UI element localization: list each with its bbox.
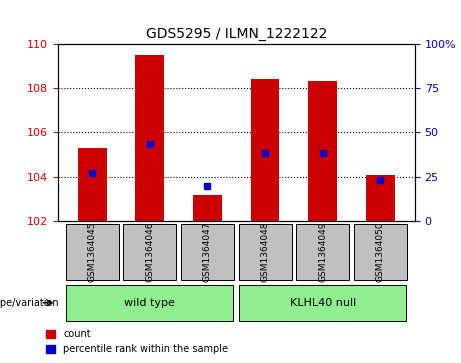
- Title: GDS5295 / ILMN_1222122: GDS5295 / ILMN_1222122: [146, 27, 327, 41]
- Text: GSM1364049: GSM1364049: [318, 222, 327, 282]
- Text: GSM1364048: GSM1364048: [260, 222, 270, 282]
- Text: genotype/variation: genotype/variation: [0, 298, 59, 308]
- Text: GSM1364047: GSM1364047: [203, 222, 212, 282]
- Bar: [251, 79, 279, 221]
- FancyBboxPatch shape: [296, 224, 349, 280]
- Bar: [308, 81, 337, 221]
- Bar: [136, 55, 164, 221]
- FancyBboxPatch shape: [354, 224, 407, 280]
- Text: GSM1364045: GSM1364045: [88, 222, 97, 282]
- Text: wild type: wild type: [124, 298, 175, 308]
- FancyBboxPatch shape: [239, 285, 406, 321]
- Bar: [78, 148, 106, 221]
- FancyBboxPatch shape: [65, 224, 119, 280]
- Text: GSM1364050: GSM1364050: [376, 221, 385, 282]
- Text: GSM1364046: GSM1364046: [145, 222, 154, 282]
- Text: KLHL40 null: KLHL40 null: [290, 298, 356, 308]
- FancyBboxPatch shape: [181, 224, 234, 280]
- Legend: count, percentile rank within the sample: count, percentile rank within the sample: [42, 326, 232, 358]
- Bar: [366, 175, 395, 221]
- FancyBboxPatch shape: [239, 224, 292, 280]
- FancyBboxPatch shape: [124, 224, 176, 280]
- Bar: [193, 195, 222, 221]
- FancyBboxPatch shape: [66, 285, 233, 321]
